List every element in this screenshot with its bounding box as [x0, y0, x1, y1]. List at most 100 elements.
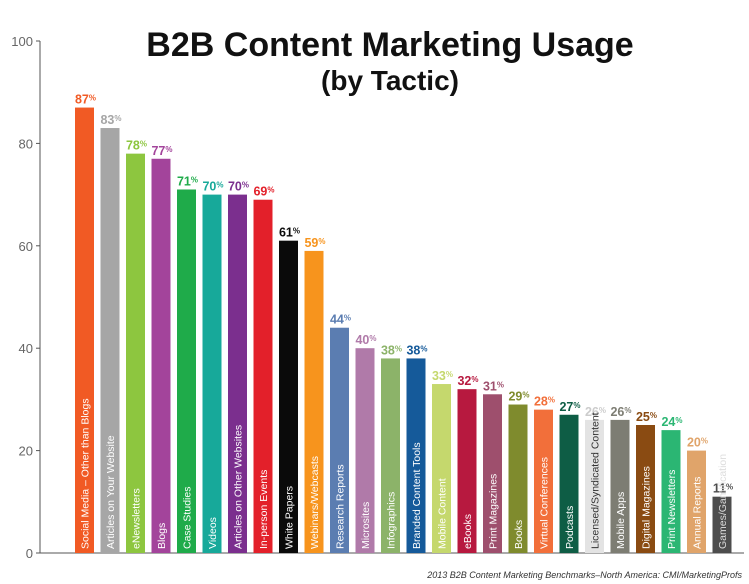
bar — [610, 419, 630, 553]
bar-category-label: Podcasts — [564, 506, 576, 549]
bar-category-label: Books — [513, 520, 525, 549]
bar-value-label: 31% — [483, 379, 504, 393]
bar — [75, 107, 94, 553]
bar-value-label: 26% — [610, 405, 631, 419]
bar-group: 11%Games/Gamification — [712, 454, 733, 553]
bar-group: 32% eBooks — [457, 374, 479, 553]
bar — [202, 194, 222, 553]
bar — [661, 430, 681, 553]
bar — [279, 240, 298, 553]
bar-value-label: 40% — [355, 333, 376, 347]
bar-group: 71% Case Studies — [177, 174, 198, 554]
bar — [330, 327, 349, 553]
bar-category-label: Virtual Conferences — [539, 457, 551, 549]
bar-value-label: 11% — [713, 482, 733, 496]
bar-group: 29% Books — [508, 390, 530, 553]
bar-category-label: Annual Reports — [692, 477, 704, 549]
bar-category-label: Webinars/Webcasts — [309, 456, 321, 549]
bar — [559, 414, 579, 553]
bar-group: 25% Digital Magazines — [636, 410, 657, 553]
bar-category-label: Research Reports — [335, 464, 347, 549]
bar-category-label: In-person Events — [258, 470, 270, 549]
bar-category-label: Branded Content Tools — [411, 442, 423, 549]
y-tick-label: 0 — [26, 546, 33, 561]
bar-group: 38% Infographics — [381, 343, 402, 553]
bar-category-label: eBooks — [462, 514, 474, 549]
bar-value-label: 70% — [228, 180, 249, 194]
bar-category-label: Mobile Content — [437, 478, 449, 549]
bar-group: 44% Research Reports — [330, 313, 351, 553]
bars-group: 87% Social Media – Other than Blogs 83% Art… — [75, 93, 733, 554]
bar-group: 77% Blogs — [151, 144, 173, 553]
bar — [406, 358, 426, 553]
bar — [100, 128, 120, 554]
bar-value-label: 28% — [534, 395, 555, 409]
bar-value-label: 27% — [559, 400, 580, 414]
bar-group: 69% In-person Events — [253, 185, 275, 553]
bar-group: 40% Microsites — [355, 333, 377, 553]
bar-group: 87% Social Media – Other than Blogs — [75, 93, 96, 553]
bar-category-label: Social Media – Other than Blogs — [80, 398, 92, 549]
chart-title: B2B Content Marketing Usage — [146, 26, 633, 64]
bar-value-label: 77% — [151, 144, 172, 158]
bar-value-label: 38% — [406, 343, 427, 357]
bar — [636, 425, 655, 553]
bar — [126, 153, 145, 553]
bar-category-label: eNewsletters — [131, 488, 143, 549]
bar-category-label: Articles on Your Website — [105, 435, 117, 549]
bar-category-label: Digital Magazines — [641, 466, 653, 549]
bar-group: 83% Articles on Your Website — [100, 113, 122, 554]
bar-group: 26% Mobile Apps — [610, 405, 632, 553]
bar-value-label: 38% — [381, 343, 402, 357]
bar-category-label: Mobile Apps — [615, 492, 627, 549]
bar-category-label: Licensed/Syndicated Content — [590, 412, 602, 549]
bar-group: 70% Videos — [202, 180, 224, 553]
bar-group: 28% Virtual Conferences — [534, 395, 555, 553]
bar-value-label: 71% — [177, 174, 198, 188]
bar-value-label: 33% — [432, 369, 453, 383]
bar-group: 24% Print Newsletters — [661, 415, 683, 553]
bar-group: 31% Print Magazines — [483, 379, 504, 553]
bar-group: 61% White Papers — [279, 226, 300, 553]
bar-category-label: Videos — [207, 517, 219, 549]
bar-group: 78% eNewsletters — [126, 139, 147, 553]
bar-category-label: Print Newsletters — [666, 470, 678, 549]
bar — [253, 199, 273, 553]
bar — [712, 496, 732, 553]
y-tick-label: 60 — [19, 239, 33, 254]
bar-category-label: White Papers — [284, 486, 296, 549]
bar — [534, 409, 553, 553]
bar-category-label: Print Magazines — [488, 474, 500, 549]
bar-group: 20% Annual Reports — [687, 436, 708, 553]
y-tick-label: 40 — [19, 341, 33, 356]
bar-value-label: 69% — [253, 185, 274, 199]
bar-value-label: 78% — [126, 139, 147, 153]
bar-value-label: 87% — [75, 93, 96, 107]
bar-value-label: 32% — [457, 374, 478, 388]
bar — [228, 194, 247, 553]
bar-category-label: Microsites — [360, 502, 372, 549]
chart-subtitle: (by Tactic) — [321, 65, 459, 96]
bar — [151, 158, 171, 553]
bar-group: 26%Licensed/Syndicated Content — [585, 405, 606, 553]
bar — [381, 358, 400, 553]
bar-value-label: 25% — [636, 410, 657, 424]
bar-group: 27% Podcasts — [559, 400, 581, 553]
y-tick-label: 20 — [19, 444, 33, 459]
bar — [687, 450, 706, 553]
bar-value-label: 83% — [100, 113, 121, 127]
bar — [457, 389, 477, 553]
bar-value-label: 26% — [585, 405, 606, 419]
source-note: 2013 B2B Content Marketing Benchmarks–No… — [426, 570, 742, 580]
bar-group: 70% Articles on Other Websites — [228, 180, 249, 553]
bar-value-label: 70% — [202, 180, 223, 194]
bar-category-label: Case Studies — [182, 487, 194, 549]
bar — [355, 348, 375, 553]
bar-value-label: 61% — [279, 226, 300, 240]
bar — [508, 404, 528, 553]
bar-category-label: Infographics — [386, 492, 398, 549]
bar — [304, 250, 324, 554]
bar-category-label: Articles on Other Websites — [233, 425, 245, 549]
bar — [483, 394, 502, 553]
